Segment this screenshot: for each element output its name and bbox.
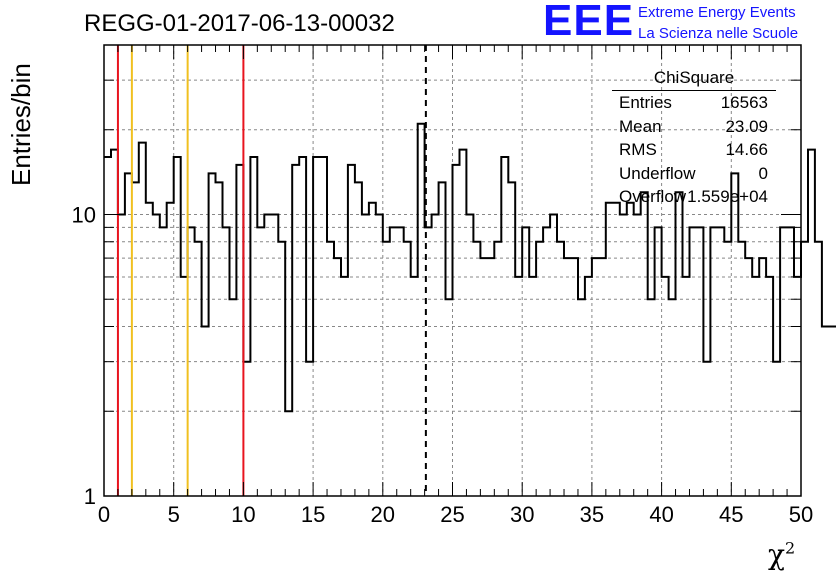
x-tick-label: 15 [301, 502, 325, 527]
stat-label: Underflow [619, 163, 696, 183]
stat-label: Overflow [619, 187, 687, 206]
stat-label: Entries [619, 93, 672, 112]
stat-label: Mean [619, 116, 662, 136]
stats-box: ChiSquare Entries 16563 Mean 23.09 RMS 1… [612, 66, 776, 209]
logo-tagline-2: La Scienza nelle Scuole [638, 25, 799, 42]
stat-value: 16563 [720, 93, 768, 112]
y-axis-title: Entries/bin [6, 63, 36, 186]
y-tick-label: 1 [84, 484, 96, 509]
logo-tagline-1: Extreme Energy Events [638, 4, 796, 21]
y-tick-label: 10 [72, 202, 96, 227]
stat-value: 14.66 [725, 140, 768, 159]
x-tick-label: 30 [510, 502, 534, 527]
stat-value: 1.559e+04 [687, 187, 768, 206]
eee-logo: EEE [543, 0, 635, 45]
x-tick-label: 10 [231, 502, 255, 527]
stats-row-underflow: Underflow 0 [612, 162, 776, 186]
plot-title: REGG-01-2017-06-13-00032 [84, 10, 395, 37]
stat-value: 0 [758, 163, 768, 183]
x-tick-label: 40 [649, 502, 673, 527]
stats-row-mean: Mean 23.09 [612, 115, 776, 139]
stat-value: 23.09 [725, 116, 768, 136]
x-tick-label: 35 [580, 502, 604, 527]
x-tick-label: 5 [168, 502, 180, 527]
stats-row-rms: RMS 14.66 [612, 138, 776, 162]
stats-row-overflow: Overflow 1.559e+04 [612, 185, 776, 209]
stat-label: RMS [619, 140, 657, 159]
x-tick-label: 50 [789, 502, 813, 527]
x-tick-label: 45 [719, 502, 743, 527]
x-tick-label: 20 [371, 502, 395, 527]
stats-row-entries: Entries 16563 [612, 91, 776, 115]
x-axis-title: χ2 [768, 538, 796, 571]
stats-title: ChiSquare [612, 66, 776, 91]
x-tick-label: 25 [440, 502, 464, 527]
x-tick-label: 0 [98, 502, 110, 527]
histogram-line [104, 122, 836, 413]
